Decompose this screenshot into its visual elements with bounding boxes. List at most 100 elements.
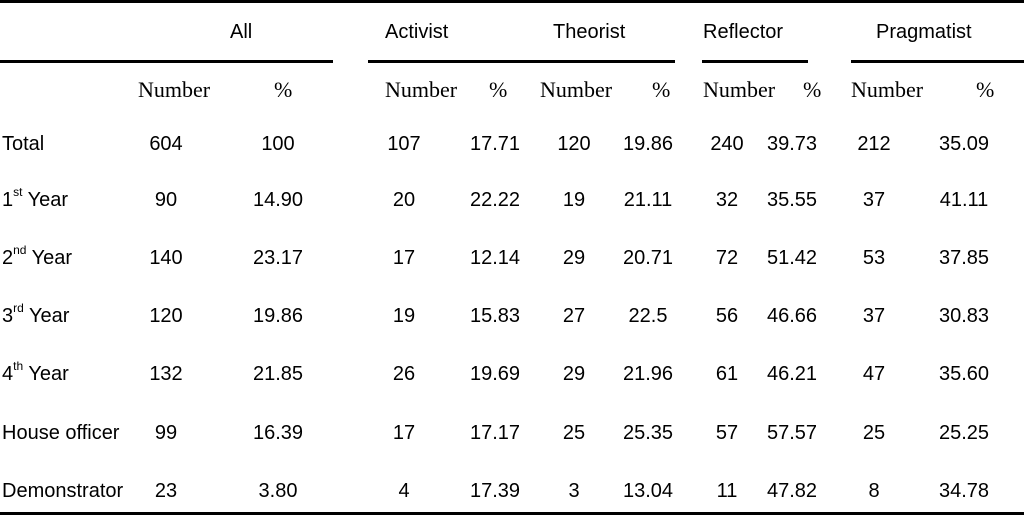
row-label-text: Demonstrator (2, 480, 124, 502)
subheader-percent: % (489, 77, 508, 102)
cell-activist-percent: 22.22 (469, 189, 521, 211)
cell-theorist-percent: 21.96 (622, 363, 674, 385)
cell-pragmatist-percent: 30.83 (938, 305, 990, 327)
top-rule (0, 0, 1024, 3)
cell-activist-number: 19 (392, 305, 416, 327)
cell-all-percent: 23.17 (252, 247, 304, 269)
group-rule-reflector (702, 60, 808, 63)
cell-all-number: 90 (154, 189, 178, 211)
cell-reflector-percent: 35.55 (766, 189, 818, 211)
cell-theorist-percent: 19.86 (622, 133, 674, 155)
row-label-suffix: Year (23, 305, 70, 327)
cell-theorist-percent: 22.5 (628, 305, 668, 327)
row-label: 4th Year (2, 360, 69, 385)
cell-pragmatist-number: 37 (862, 189, 886, 211)
row-label-text: House officer (2, 422, 120, 444)
cell-activist-number: 26 (392, 363, 416, 385)
group-header-theorist: Theorist (553, 21, 626, 43)
row-label: Total (2, 134, 44, 154)
group-rule-pragmatist (851, 60, 1024, 63)
cell-pragmatist-percent: 35.60 (938, 363, 990, 385)
cell-theorist-number: 19 (562, 189, 586, 211)
row-label-text: 3 (2, 305, 14, 327)
cell-pragmatist-percent: 34.78 (938, 480, 990, 502)
cell-reflector-percent: 46.66 (766, 305, 818, 327)
group-rule-activist-theorist (368, 60, 675, 63)
group-header-all: All (230, 21, 253, 43)
row-label: 3rd Year (2, 302, 70, 327)
row-label-suffix: Year (22, 189, 69, 211)
group-header-reflector: Reflector (703, 21, 784, 43)
cell-reflector-number: 61 (715, 363, 739, 385)
row-label: Demonstrator (2, 481, 123, 501)
row-label-ordinal: rd (13, 301, 24, 315)
cell-theorist-percent: 20.71 (622, 247, 674, 269)
cell-theorist-number: 29 (562, 247, 586, 269)
cell-theorist-percent: 25.35 (622, 422, 674, 444)
row-label-ordinal: st (13, 185, 23, 199)
subheader-percent: % (274, 77, 293, 102)
row-label-text: 4 (2, 363, 14, 385)
cell-all-percent: 16.39 (252, 422, 304, 444)
cell-all-number: 23 (154, 480, 178, 502)
cell-pragmatist-number: 37 (862, 305, 886, 327)
subheader-number: Number (385, 77, 458, 102)
cell-theorist-percent: 21.11 (623, 189, 673, 211)
cell-activist-percent: 19.69 (469, 363, 521, 385)
cell-theorist-number: 3 (568, 480, 580, 502)
cell-theorist-number: 29 (562, 363, 586, 385)
cell-all-number: 99 (154, 422, 178, 444)
cell-reflector-number: 56 (715, 305, 739, 327)
subheader-number: Number (851, 77, 924, 102)
cell-all-percent: 14.90 (252, 189, 304, 211)
cell-theorist-number: 25 (562, 422, 586, 444)
cell-activist-percent: 17.17 (469, 422, 521, 444)
cell-pragmatist-percent: 41.11 (939, 189, 989, 211)
cell-all-percent: 100 (261, 133, 295, 155)
subheader-number: Number (703, 77, 776, 102)
row-label-suffix: Year (26, 247, 73, 269)
row-label: House officer (2, 423, 119, 443)
cell-reflector-number: 240 (710, 133, 744, 155)
cell-pragmatist-percent: 25.25 (938, 422, 990, 444)
row-label: 2nd Year (2, 244, 73, 269)
row-label: 1st Year (2, 186, 69, 211)
cell-activist-percent: 12.14 (469, 247, 521, 269)
row-label-ordinal: nd (13, 243, 27, 257)
cell-activist-percent: 15.83 (469, 305, 521, 327)
cell-pragmatist-number: 8 (868, 480, 880, 502)
cell-activist-number: 4 (398, 480, 410, 502)
cell-pragmatist-number: 25 (862, 422, 886, 444)
cell-reflector-number: 72 (715, 247, 739, 269)
cell-reflector-percent: 57.57 (766, 422, 818, 444)
cell-all-percent: 3.80 (258, 480, 298, 502)
row-label-ordinal: th (13, 359, 24, 373)
cell-pragmatist-percent: 37.85 (938, 247, 990, 269)
cell-all-number: 140 (149, 247, 183, 269)
cell-reflector-percent: 47.82 (766, 480, 818, 502)
cell-theorist-percent: 13.04 (622, 480, 674, 502)
row-label-text: 1 (2, 189, 14, 211)
cell-all-percent: 19.86 (252, 305, 304, 327)
subheader-number: Number (540, 77, 613, 102)
cell-all-number: 120 (149, 305, 183, 327)
group-header-pragmatist: Pragmatist (876, 21, 972, 43)
cell-reflector-number: 32 (715, 189, 739, 211)
cell-activist-number: 17 (392, 247, 416, 269)
bottom-rule (0, 512, 1024, 515)
cell-activist-number: 107 (387, 133, 421, 155)
cell-all-number: 604 (149, 133, 183, 155)
cell-pragmatist-number: 212 (857, 133, 891, 155)
cell-pragmatist-number: 47 (862, 363, 886, 385)
group-header-activist: Activist (385, 21, 449, 43)
cell-reflector-percent: 51.42 (766, 247, 818, 269)
row-label-text: 2 (2, 247, 14, 269)
row-label-suffix: Year (23, 363, 69, 385)
cell-theorist-number: 120 (557, 133, 591, 155)
cell-reflector-percent: 46.21 (766, 363, 818, 385)
cell-pragmatist-percent: 35.09 (938, 133, 990, 155)
cell-reflector-number: 11 (716, 480, 738, 502)
cell-reflector-percent: 39.73 (766, 133, 818, 155)
cell-theorist-number: 27 (562, 305, 586, 327)
